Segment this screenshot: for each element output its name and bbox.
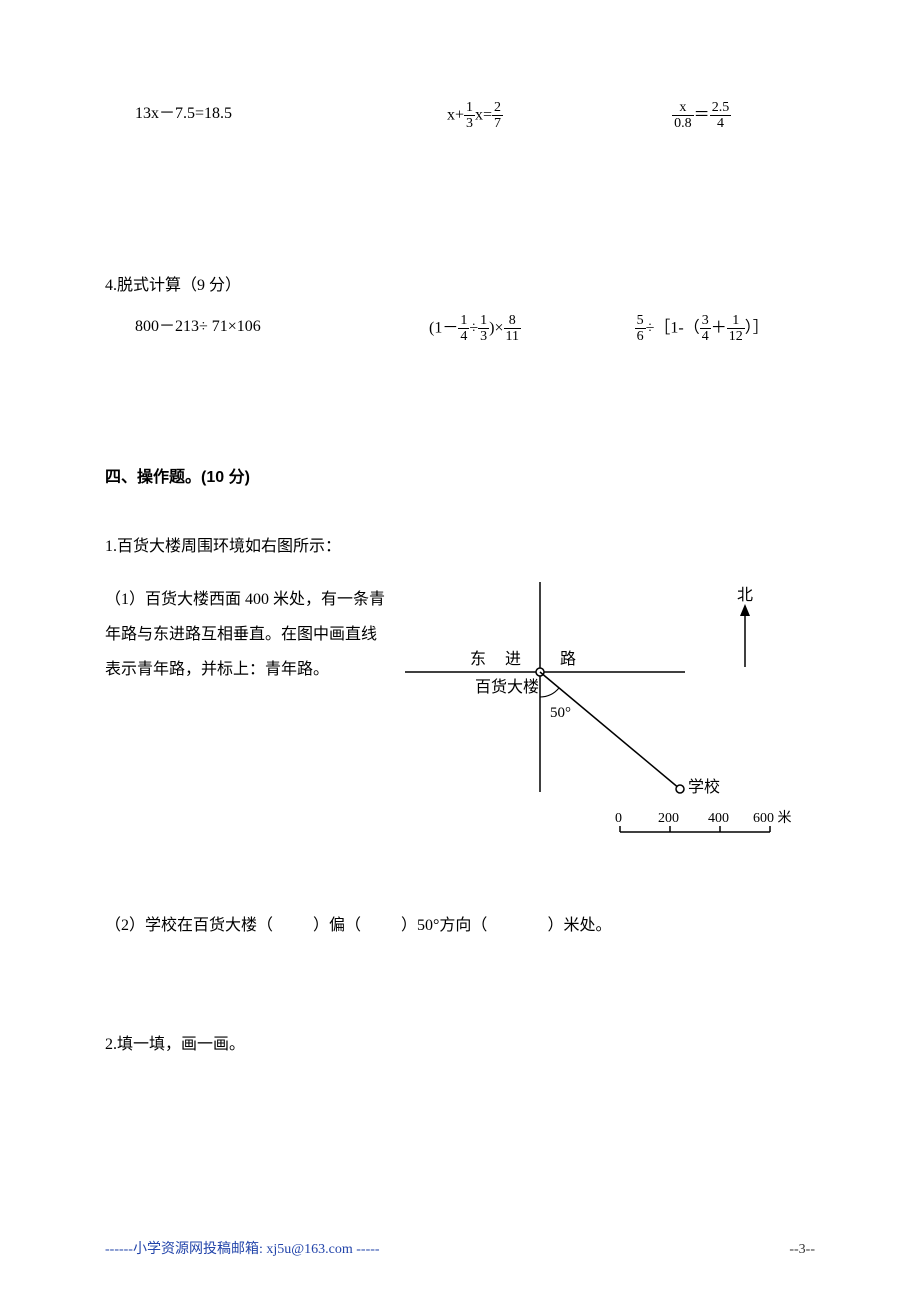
page-footer: ------小学资源网投稿邮箱: xj5u@163.com ----- --3-… xyxy=(0,1237,920,1262)
equation-row-2: 800－213÷ 71×106 (1－14÷13)×811 56÷［1-（34＋… xyxy=(105,313,815,345)
q4-2: 2.填一填，画一画。 xyxy=(105,1031,815,1060)
section4-title: 四、操作题。(10 分) xyxy=(105,464,815,493)
eq3-frac1: x0.8 xyxy=(672,100,694,132)
q4-1-sub1: （1）百货大楼西面 400 米处，有一条青年路与东进路互相垂直。在图中画直线表示… xyxy=(105,582,385,882)
map-diagram: 东 进 路 百货大楼 50° 学校 北 xyxy=(385,582,815,882)
eq3-frac2: 2.54 xyxy=(710,100,732,132)
eq-row2-2: (1－14÷13)×811 xyxy=(362,313,589,345)
school-point-icon xyxy=(676,785,684,793)
q4-1: 1.百货大楼周围环境如右图所示： （1）百货大楼西面 400 米处，有一条青年路… xyxy=(105,533,815,941)
q4-1-body: （1）百货大楼西面 400 米处，有一条青年路与东进路互相垂直。在图中画直线表示… xyxy=(105,582,815,882)
eq-r2-1-text: 800－213÷ 71×106 xyxy=(135,318,261,335)
eq-row2-3: 56÷［1-（34＋112）］ xyxy=(588,313,815,345)
eq1-text: 13x－7.5=18.5 xyxy=(135,105,232,122)
scale-400: 400 xyxy=(708,811,729,826)
eq2-prefix: x+ xyxy=(447,107,464,124)
scale-600: 600 米 xyxy=(753,810,792,826)
center-label: 百货大楼 xyxy=(475,678,539,696)
road-char-1: 东 xyxy=(470,650,486,668)
eq2-mid: x= xyxy=(475,107,492,124)
school-line xyxy=(540,672,680,789)
angle-arc xyxy=(540,688,559,697)
equation-row-1: 13x－7.5=18.5 x+13x=27 x0.8＝2.54 xyxy=(105,100,815,132)
scale-0: 0 xyxy=(615,811,622,826)
scale-200: 200 xyxy=(658,811,679,826)
equation-1: 13x－7.5=18.5 xyxy=(105,100,362,132)
q3-4-title: 4.脱式计算（9 分） xyxy=(105,272,815,301)
eq3-mid: ＝ xyxy=(694,107,710,124)
angle-label: 50° xyxy=(550,705,571,721)
north-arrow-icon xyxy=(740,604,750,616)
north-label: 北 xyxy=(737,586,753,604)
road-char-2: 进 xyxy=(505,650,521,668)
footer-page-number: --3-- xyxy=(789,1237,815,1262)
eq-row2-1: 800－213÷ 71×106 xyxy=(105,313,362,345)
q4-1-intro: 1.百货大楼周围环境如右图所示： xyxy=(105,533,815,562)
equation-3: x0.8＝2.54 xyxy=(588,100,815,132)
eq2-frac1: 13 xyxy=(464,100,475,132)
q4-1-sub2: （2）学校在百货大楼（）偏（）50°方向（）米处。 xyxy=(105,912,815,941)
eq2-frac2: 27 xyxy=(492,100,503,132)
equation-2: x+13x=27 xyxy=(362,100,589,132)
road-char-3: 路 xyxy=(560,650,576,668)
footer-left: ------小学资源网投稿邮箱: xj5u@163.com ----- xyxy=(105,1237,380,1262)
school-label: 学校 xyxy=(688,778,720,796)
map-svg: 东 进 路 百货大楼 50° 学校 北 xyxy=(385,582,805,852)
